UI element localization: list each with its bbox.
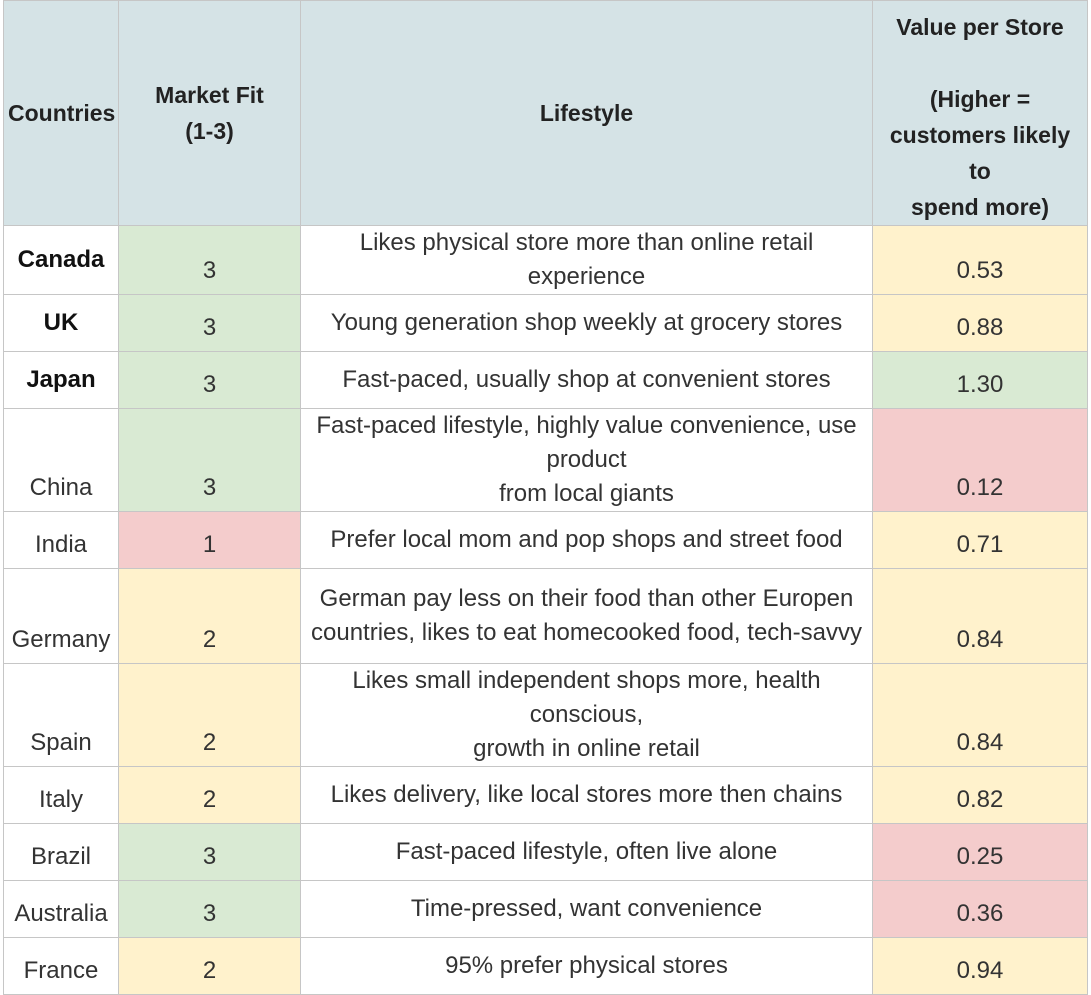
market-fit-cell: 3: [118, 225, 301, 295]
market-fit-cell: 1: [118, 511, 301, 569]
market-fit-cell: 2: [118, 568, 301, 664]
lifestyle-text-line-2: growth in online retail: [473, 735, 700, 762]
value-cell: 0.53: [872, 225, 1088, 295]
header-lifestyle: Lifestyle: [300, 0, 873, 226]
country-cell: Italy: [3, 766, 119, 824]
value-cell: 0.25: [872, 823, 1088, 881]
lifestyle-text: Prefer local mom and pop shops and stree…: [330, 526, 843, 553]
country-cell: China: [3, 408, 119, 512]
lifestyle-cell: Likes small independent shops more, heal…: [300, 663, 873, 767]
lifestyle-cell: Prefer local mom and pop shops and stree…: [300, 511, 873, 569]
lifestyle-cell: Time-pressed, want convenience: [300, 880, 873, 938]
lifestyle-text: Fast-paced lifestyle, often live alone: [395, 838, 778, 865]
lifestyle-text-line-1: German pay less on their food than other…: [319, 585, 854, 612]
lifestyle-text: Likes physical store more than online re…: [359, 229, 814, 290]
market-fit-cell: 3: [118, 294, 301, 352]
table-row: India 1 Prefer local mom and pop shops a…: [3, 511, 1088, 569]
table-row: UK 3 Young generation shop weekly at gro…: [3, 294, 1088, 352]
table-row: Australia 3 Time-pressed, want convenien…: [3, 880, 1088, 938]
lifestyle-text-line-2: from local giants: [499, 480, 674, 507]
lifestyle-text: Likes delivery, like local stores more t…: [330, 781, 843, 808]
country-cell: Australia: [3, 880, 119, 938]
lifestyle-cell: Fast-paced, usually shop at convenient s…: [300, 351, 873, 409]
lifestyle-cell: Likes delivery, like local stores more t…: [300, 766, 873, 824]
value-cell: 0.88: [872, 294, 1088, 352]
table-row: China 3 Fast-paced lifestyle, highly val…: [3, 408, 1088, 512]
market-fit-cell: 3: [118, 880, 301, 938]
value-cell: 0.71: [872, 511, 1088, 569]
value-cell: 0.12: [872, 408, 1088, 512]
market-fit-cell: 2: [118, 766, 301, 824]
header-market-fit: Market Fit (1-3): [118, 0, 301, 226]
table-row: Canada 3 Likes physical store more than …: [3, 225, 1088, 295]
lifestyle-cell: Young generation shop weekly at grocery …: [300, 294, 873, 352]
market-fit-cell: 2: [118, 663, 301, 767]
lifestyle-text-line-1: Fast-paced lifestyle, highly value conve…: [316, 412, 857, 473]
value-cell: 0.84: [872, 568, 1088, 664]
table-row: Italy 2 Likes delivery, like local store…: [3, 766, 1088, 824]
header-value-line-4: spend more): [910, 194, 1050, 220]
table-row: Germany 2 German pay less on their food …: [3, 568, 1088, 664]
header-value-spacer: [877, 45, 1083, 81]
country-cell: Spain: [3, 663, 119, 767]
market-fit-cell: 3: [118, 351, 301, 409]
lifestyle-text: 95% prefer physical stores: [445, 952, 728, 979]
country-cell: Japan: [3, 351, 119, 409]
country-cell: France: [3, 937, 119, 995]
country-cell: Canada: [3, 225, 119, 295]
table-row: Spain 2 Likes small independent shops mo…: [3, 663, 1088, 767]
header-value-line-1: Value per Store: [896, 14, 1064, 40]
table-row: France 2 95% prefer physical stores 0.94: [3, 937, 1088, 995]
lifestyle-text-line-1: Likes small independent shops more, heal…: [352, 667, 821, 728]
value-cell: 0.36: [872, 880, 1088, 938]
table-row: Japan 3 Fast-paced, usually shop at conv…: [3, 351, 1088, 409]
lifestyle-text-line-2: countries, likes to eat homecooked food,…: [311, 619, 862, 646]
lifestyle-cell: Likes physical store more than online re…: [300, 225, 873, 295]
header-countries: Countries: [3, 0, 119, 226]
header-value-line-3: customers likely to: [889, 122, 1071, 184]
market-fit-cell: 3: [118, 408, 301, 512]
header-market-fit-line-2: (1-3): [185, 118, 234, 144]
header-value-per-store: Value per Store (Higher = customers like…: [872, 0, 1088, 226]
market-fit-cell: 3: [118, 823, 301, 881]
value-cell: 0.94: [872, 937, 1088, 995]
value-cell: 1.30: [872, 351, 1088, 409]
market-table: Countries Market Fit (1-3) Lifestyle Val…: [3, 0, 1088, 995]
lifestyle-cell: German pay less on their food than other…: [300, 568, 873, 664]
header-market-fit-line-1: Market Fit: [155, 82, 264, 108]
lifestyle-cell: Fast-paced lifestyle, often live alone: [300, 823, 873, 881]
value-cell: 0.82: [872, 766, 1088, 824]
market-fit-cell: 2: [118, 937, 301, 995]
value-cell: 0.84: [872, 663, 1088, 767]
country-cell: India: [3, 511, 119, 569]
lifestyle-text: Time-pressed, want convenience: [410, 895, 763, 922]
table-row: Brazil 3 Fast-paced lifestyle, often liv…: [3, 823, 1088, 881]
header-countries-label: Countries: [8, 100, 116, 126]
header-value-line-2: (Higher =: [929, 86, 1031, 112]
country-cell: Brazil: [3, 823, 119, 881]
lifestyle-cell: Fast-paced lifestyle, highly value conve…: [300, 408, 873, 512]
lifestyle-cell: 95% prefer physical stores: [300, 937, 873, 995]
lifestyle-text: Young generation shop weekly at grocery …: [330, 309, 843, 336]
country-cell: UK: [3, 294, 119, 352]
header-lifestyle-label: Lifestyle: [539, 100, 634, 126]
header-row: Countries Market Fit (1-3) Lifestyle Val…: [3, 0, 1088, 226]
lifestyle-text: Fast-paced, usually shop at convenient s…: [342, 366, 831, 393]
country-cell: Germany: [3, 568, 119, 664]
